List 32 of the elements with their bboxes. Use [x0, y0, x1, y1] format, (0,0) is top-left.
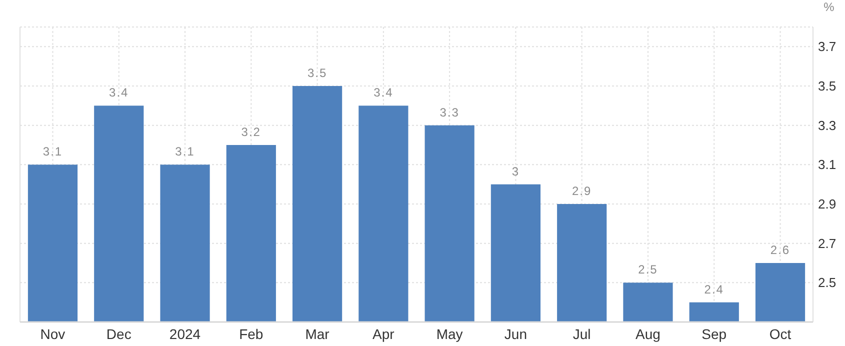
x-tick-label: 2024 — [169, 326, 201, 342]
data-label: 2.4 — [704, 282, 724, 296]
data-label: 3.4 — [109, 86, 129, 100]
data-label: 3.5 — [307, 66, 328, 80]
y-tick-label: 3.3 — [818, 118, 836, 133]
y-tick-label: 2.7 — [818, 236, 836, 251]
data-label: 2.6 — [770, 243, 790, 257]
data-label: 3.1 — [42, 144, 63, 159]
data-label: 2.9 — [572, 184, 592, 198]
x-tick-label: Jun — [504, 326, 527, 342]
x-tick-label: Nov — [40, 326, 66, 342]
y-tick-label: 2.9 — [818, 196, 836, 212]
x-tick-label: May — [436, 326, 463, 342]
x-tick-label: Mar — [305, 326, 330, 342]
data-label: 3 — [512, 164, 520, 178]
y-axis-title: % — [824, 0, 835, 14]
y-tick-label: 3.7 — [818, 39, 836, 54]
y-tick-label: 3.1 — [818, 157, 836, 172]
data-label: 3.4 — [374, 86, 394, 100]
y-tick-label: 2.5 — [818, 275, 836, 290]
x-tick-label: Dec — [106, 326, 132, 342]
x-tick-label: Oct — [769, 326, 792, 342]
x-tick-label: Jul — [572, 326, 591, 342]
x-tick-label: Apr — [372, 326, 395, 342]
data-label: 3.2 — [241, 125, 261, 139]
data-label: 3.3 — [440, 105, 460, 120]
x-tick-label: Sep — [702, 326, 727, 342]
y-tick-label: 3.5 — [818, 78, 836, 94]
data-label: 2.5 — [638, 262, 658, 277]
x-tick-label: Feb — [239, 326, 264, 342]
x-tick-label: Aug — [636, 326, 660, 342]
data-label: 3.1 — [175, 144, 195, 159]
